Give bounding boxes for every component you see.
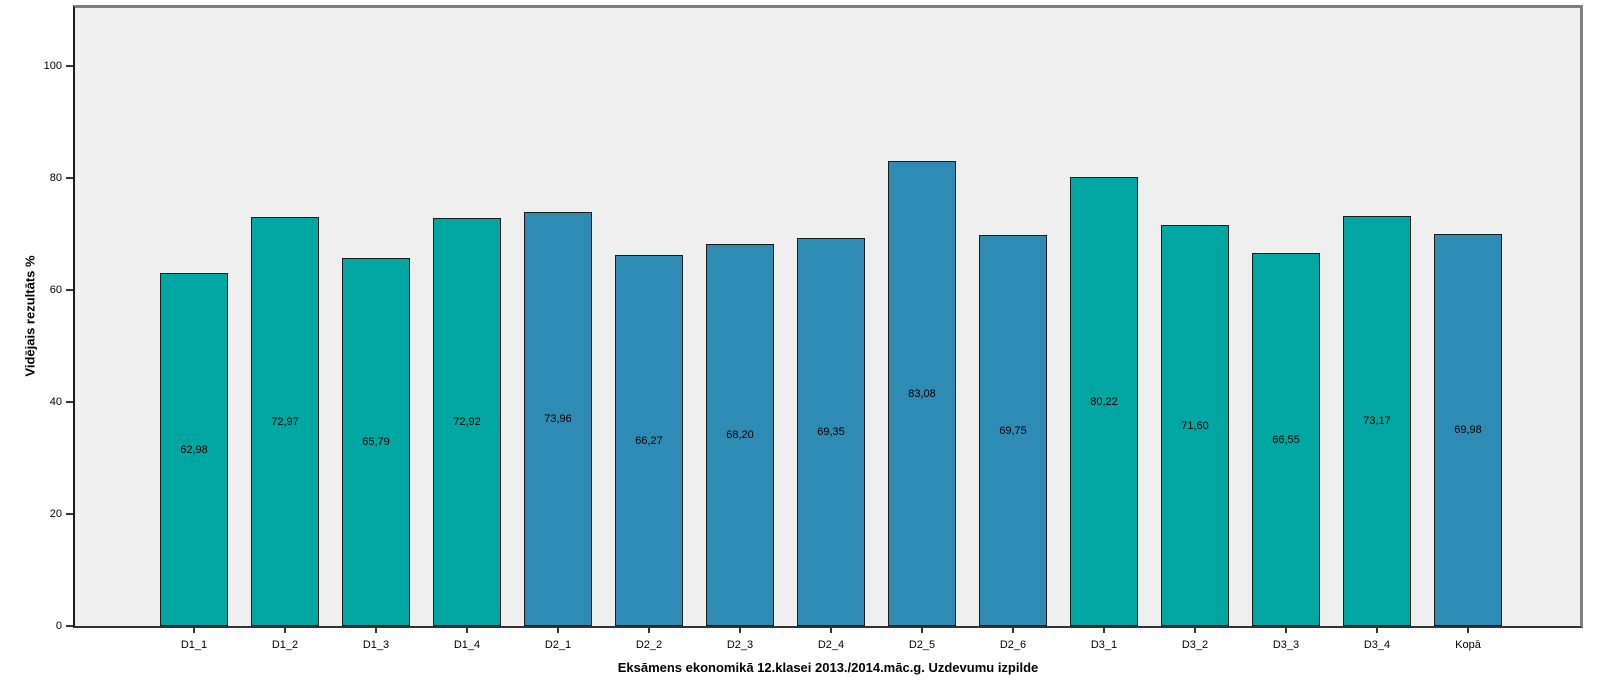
- x-tick-label: D3_1: [1090, 639, 1118, 651]
- x-axis-title: Eksāmens ekonomikā 12.klasei 2013./2014.…: [617, 660, 1039, 675]
- bar-value-label: 72,92: [453, 416, 481, 428]
- x-tick-label: D1_4: [453, 639, 481, 651]
- bar: 69,35: [797, 238, 865, 626]
- bar: 66,55: [1252, 253, 1320, 626]
- bar: 71,60: [1161, 225, 1229, 626]
- y-tick-mark: [66, 625, 73, 627]
- x-tick-label: D2_1: [544, 639, 572, 651]
- x-tick-mark: [284, 628, 286, 633]
- x-tick-label: D3_3: [1272, 639, 1300, 651]
- x-tick-mark: [1376, 628, 1378, 633]
- x-tick-mark: [648, 628, 650, 633]
- x-tick-mark: [1012, 628, 1014, 633]
- bar-value-label: 66,55: [1272, 433, 1300, 446]
- x-tick-label: D3_2: [1181, 639, 1209, 651]
- y-tick-label: 100: [43, 59, 62, 72]
- bar-value-label: 69,35: [817, 426, 845, 438]
- x-tick-mark: [1285, 628, 1287, 633]
- bar-value-label: 68,20: [726, 429, 754, 441]
- y-tick-label: 0: [55, 619, 62, 632]
- x-tick-mark: [739, 628, 741, 633]
- bar: 69,75: [979, 235, 1047, 626]
- bar-value-label: 71,60: [1181, 419, 1209, 432]
- x-tick-label: D2_5: [908, 639, 936, 651]
- bar: 62,98: [160, 273, 228, 626]
- bar: 80,22: [1070, 177, 1138, 626]
- bar-value-label: 69,98: [1454, 424, 1482, 436]
- bar: 73,17: [1343, 216, 1411, 626]
- x-tick-label: D1_3: [362, 639, 390, 651]
- bar: 73,96: [524, 212, 592, 626]
- bar: 66,27: [615, 255, 683, 626]
- x-tick-label: D2_6: [999, 639, 1027, 651]
- y-tick-mark: [66, 513, 73, 515]
- x-tick-mark: [193, 628, 195, 633]
- bar: 72,92: [433, 218, 501, 626]
- x-tick-label: Kopā: [1455, 639, 1481, 651]
- bar-value-label: 65,79: [362, 436, 390, 448]
- x-tick-mark: [921, 628, 923, 633]
- bar: 83,08: [888, 161, 956, 626]
- bar: 65,79: [342, 258, 410, 626]
- bar-value-label: 80,22: [1090, 395, 1118, 408]
- x-tick-label: D3_4: [1363, 639, 1391, 651]
- y-tick-label: 80: [49, 171, 62, 184]
- y-tick-label: 40: [49, 395, 62, 408]
- y-tick-mark: [66, 289, 73, 291]
- x-tick-label: D1_1: [180, 639, 208, 651]
- x-tick-mark: [830, 628, 832, 633]
- bar: 72,97: [251, 217, 319, 626]
- bar: 68,20: [706, 244, 774, 626]
- bar-value-label: 73,96: [544, 413, 572, 425]
- x-tick-mark: [1467, 628, 1469, 633]
- x-tick-label: D2_4: [817, 639, 845, 651]
- bar: 69,98: [1434, 234, 1502, 626]
- y-axis-title: Vidējais rezultāts %: [22, 255, 38, 377]
- x-tick-label: D1_2: [271, 639, 299, 651]
- y-tick-label: 20: [49, 507, 62, 520]
- y-tick-mark: [66, 177, 73, 179]
- bar-value-label: 72,97: [271, 415, 299, 428]
- x-tick-mark: [375, 628, 377, 633]
- x-tick-mark: [1194, 628, 1196, 633]
- y-tick-mark: [66, 65, 73, 67]
- bar-value-label: 62,98: [180, 443, 208, 456]
- x-tick-label: D2_2: [635, 639, 663, 651]
- x-tick-label: D2_3: [726, 639, 754, 651]
- y-tick-label: 60: [49, 283, 62, 296]
- bar-value-label: 69,75: [999, 424, 1027, 437]
- x-tick-mark: [466, 628, 468, 633]
- bar-value-label: 83,08: [908, 387, 936, 400]
- x-tick-mark: [1103, 628, 1105, 633]
- bar-value-label: 66,27: [635, 434, 663, 447]
- bar-value-label: 73,17: [1363, 415, 1391, 427]
- y-tick-mark: [66, 401, 73, 403]
- x-tick-mark: [557, 628, 559, 633]
